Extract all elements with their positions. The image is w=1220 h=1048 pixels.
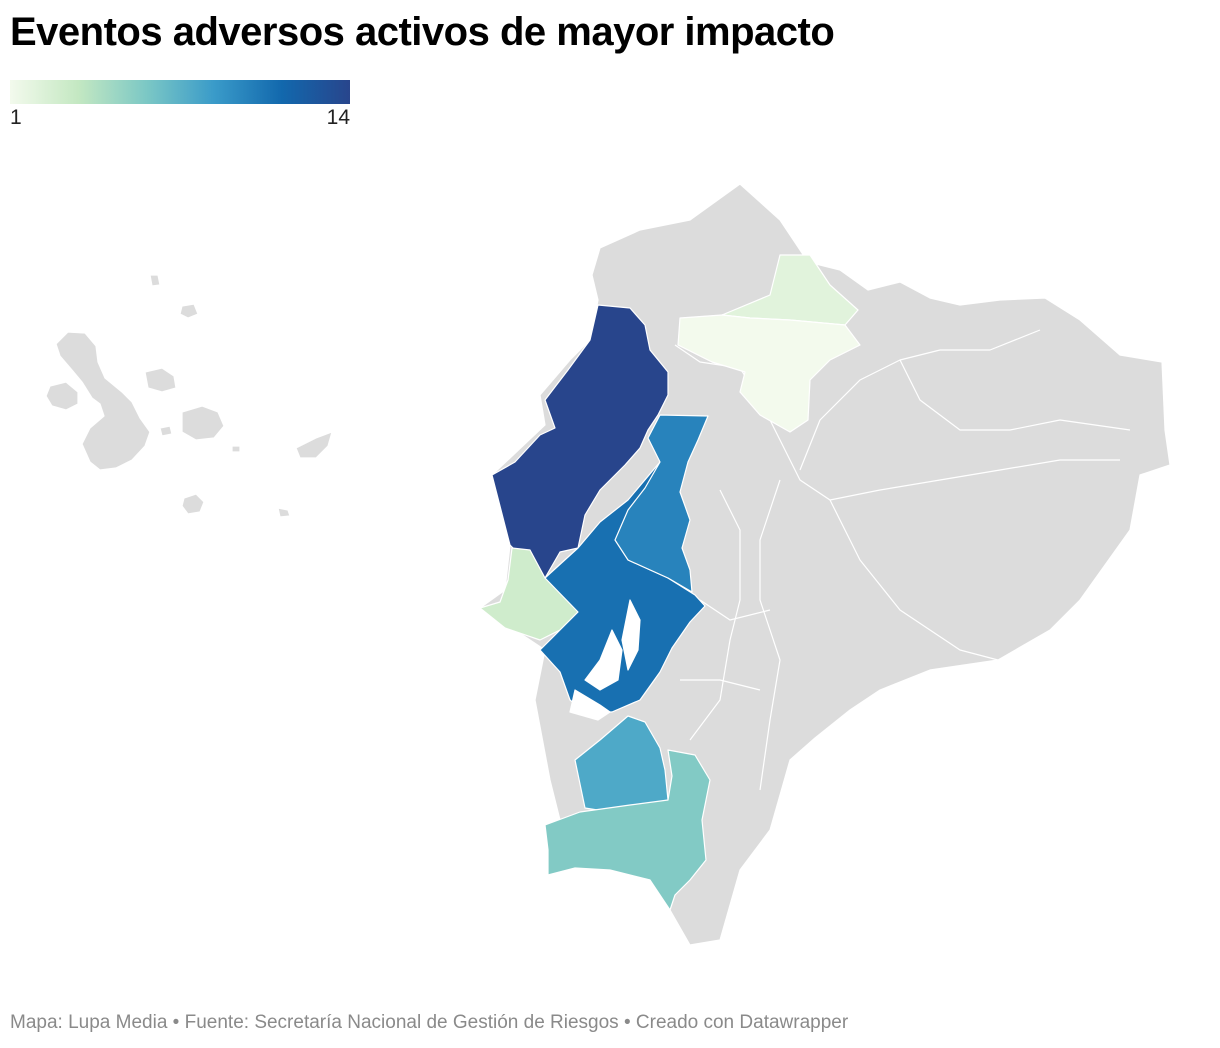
isla-santiago xyxy=(144,367,177,393)
province-guayas xyxy=(539,461,706,713)
map-title: Eventos adversos activos de mayor impact… xyxy=(10,10,835,54)
legend-max-label: 14 xyxy=(326,106,350,129)
galapagos-islands xyxy=(45,274,333,518)
isla-pinta xyxy=(149,274,161,287)
ecuador-choropleth-map xyxy=(45,183,1171,946)
province-loja xyxy=(544,749,711,911)
map-source: • Fuente: Secretaría Nacional de Gestión… xyxy=(172,1012,619,1033)
legend-gradient-bar xyxy=(10,80,350,104)
isla-santa-fe xyxy=(231,445,241,453)
map-credit: Mapa: Lupa Media xyxy=(10,1012,168,1033)
isla-pinzon xyxy=(159,425,173,437)
isla-espanola xyxy=(277,507,291,518)
isla-isabela xyxy=(55,331,151,471)
isla-san-cristobal xyxy=(295,431,333,459)
highlighted-provinces xyxy=(479,254,861,911)
isla-floreana xyxy=(181,493,205,515)
map-created-with: • Creado con Datawrapper xyxy=(623,1012,849,1033)
map-footer: Mapa: Lupa Media • Fuente: Secretaría Na… xyxy=(10,1012,848,1034)
isla-santa-cruz xyxy=(181,405,225,441)
color-legend: 1 14 xyxy=(10,80,350,130)
province-los-rios xyxy=(614,414,709,593)
isla-fernandina xyxy=(45,381,79,411)
province-santa-elena xyxy=(479,547,579,641)
isla-marchena xyxy=(179,303,199,319)
legend-min-label: 1 xyxy=(10,106,22,129)
province-pichincha xyxy=(677,314,861,433)
gulf-water xyxy=(569,599,641,721)
